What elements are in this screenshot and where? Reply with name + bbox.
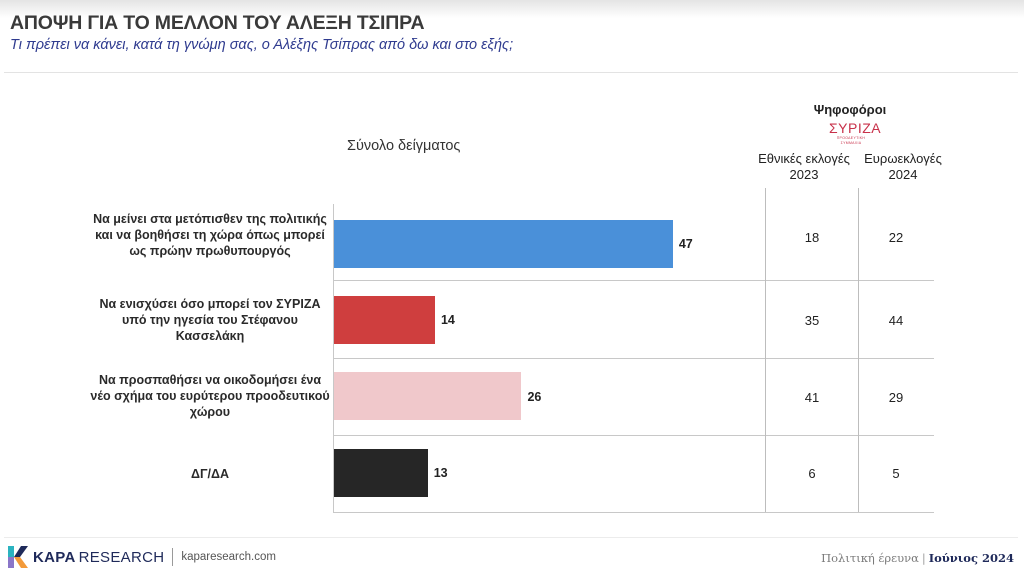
bar-value-label: 13	[433, 466, 448, 480]
brand-name-light: RESEARCH	[78, 548, 165, 566]
bar	[334, 296, 435, 344]
table-cell-2024: 44	[888, 313, 904, 328]
page-subtitle: Τι πρέπει να κάνει, κατά τη γνώμη σας, ο…	[10, 37, 514, 53]
footer-section: Πολιτική έρευνα	[821, 551, 919, 565]
footer-meta: Πολιτική έρευνα | Ιούνιος 2024	[821, 551, 1014, 565]
syriza-logo-tagline: ΠΡΟΟΔΕΥΤΙΚΗ ΣΥΜΜΑΧΙΑ	[836, 136, 866, 145]
top-shadow	[0, 0, 1024, 18]
column-header-line2: 2023	[789, 167, 819, 182]
header-divider	[4, 72, 1018, 73]
category-label: Να ενισχύσει όσο μπορεί τον ΣΥΡΙΖΑ υπό τ…	[99, 297, 321, 343]
footer-separator: |	[921, 551, 926, 565]
sample-column-label: Σύνολο δείγματος	[347, 138, 461, 154]
table-cell-2023: 35	[804, 313, 820, 328]
bar-value-label: 14	[440, 313, 455, 327]
table-cell-2023: 18	[804, 230, 820, 245]
voters-heading: Ψηφοφόροι	[813, 102, 887, 117]
syriza-logo-icon: ΣΥΡΙΖΑ ΠΡΟΟΔΕΥΤΙΚΗ ΣΥΜΜΑΧΙΑ	[829, 120, 882, 146]
kapa-research-logo: KAPA RESEARCH kaparesearch.com	[8, 546, 276, 568]
column-header-elections-2023: Εθνικές εκλογές 2023	[752, 151, 856, 183]
table-cell-2023: 41	[804, 390, 820, 405]
table-cell-2024: 22	[888, 230, 904, 245]
syriza-logo-word: ΣΥΡΙΖΑ	[829, 120, 882, 136]
column-header-line1: Ευρωεκλογές	[864, 151, 942, 166]
brand-name-bold: KAPA	[33, 548, 76, 566]
bar-value-label: 26	[527, 390, 542, 404]
column-header-line2: 2024	[888, 167, 918, 182]
bar	[334, 220, 673, 268]
kapa-k-icon	[8, 546, 28, 568]
table-cell-2024: 5	[892, 466, 900, 481]
footer-date: Ιούνιος 2024	[928, 551, 1014, 565]
page-title: ΑΠΟΨΗ ΓΙΑ ΤΟ ΜΕΛΛΟΝ ΤΟΥ ΑΛΕΞΗ ΤΣΙΠΡΑ	[10, 12, 425, 34]
row-divider	[333, 512, 934, 513]
table-column-divider	[858, 188, 859, 512]
bar	[334, 372, 522, 420]
brand-separator	[172, 548, 174, 566]
table-cell-2023: 6	[808, 466, 816, 481]
row-divider	[333, 435, 934, 436]
category-label: ΔΓ/ΔΑ	[191, 467, 229, 481]
column-header-line1: Εθνικές εκλογές	[758, 151, 850, 166]
brand-url-link[interactable]: kaparesearch.com	[181, 551, 276, 563]
table-cell-2024: 29	[888, 390, 904, 405]
category-label: Να μείνει στα μετόπισθεν της πολιτικής κ…	[93, 212, 327, 258]
footer-divider	[4, 537, 1018, 538]
row-divider	[333, 280, 934, 281]
category-label: Να προσπαθήσει να οικοδομήσει ένα νέο σχ…	[90, 373, 330, 419]
row-divider	[333, 358, 934, 359]
column-header-euroelections-2024: Ευρωεκλογές 2024	[858, 151, 948, 183]
table-column-divider	[765, 188, 766, 512]
bar-value-label: 47	[678, 237, 693, 251]
bar	[334, 449, 428, 497]
